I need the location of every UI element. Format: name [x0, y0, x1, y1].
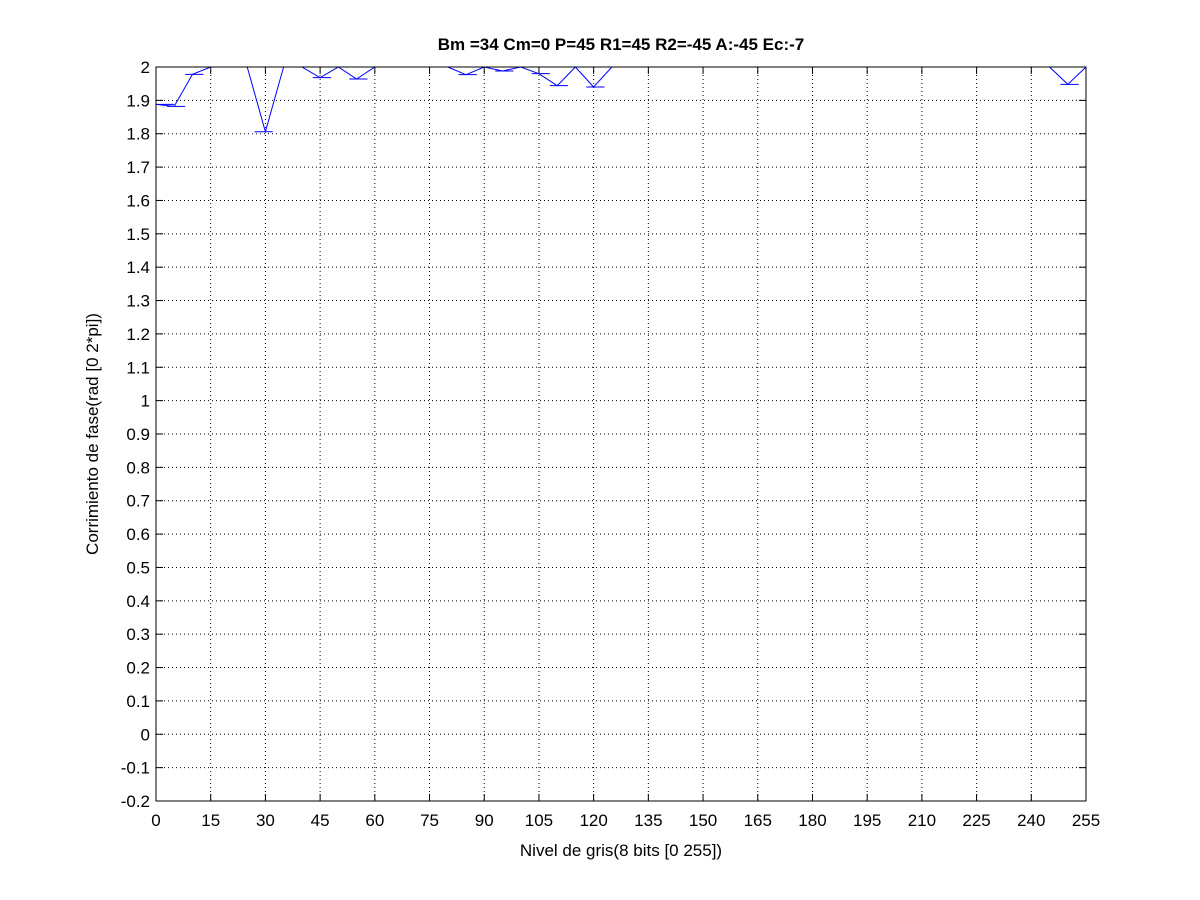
- y-tick-label: 0.7: [126, 492, 150, 511]
- y-tick-label: 1.3: [126, 292, 150, 311]
- x-tick-label: 90: [475, 811, 494, 830]
- y-tick-labels: -0.2 -0.1 0 0.1 0.2 0.3 0.4 0.5 0.6 0.7 0.8 0.9 1 1.1…: [121, 58, 150, 811]
- x-tick-labels: 0 15 30 45 60 75 90 105 120 135 150 165 180 195 210 225…: [151, 811, 1100, 830]
- x-tick-label: 150: [689, 811, 717, 830]
- axis-ticks: [155, 66, 1087, 802]
- y-tick-label: 1.9: [126, 91, 150, 110]
- y-tick-label: 0: [141, 725, 150, 744]
- y-tick-label: 1.6: [126, 191, 150, 210]
- x-tick-label: 180: [798, 811, 826, 830]
- y-tick-label: 1.7: [126, 158, 150, 177]
- x-tick-label: 75: [420, 811, 439, 830]
- x-tick-label: 165: [744, 811, 772, 830]
- y-tick-label: 1.2: [126, 325, 150, 344]
- y-tick-label: 0.9: [126, 425, 150, 444]
- x-tick-label: 210: [908, 811, 936, 830]
- x-tick-label: 45: [311, 811, 330, 830]
- y-tick-label: 0.1: [126, 692, 150, 711]
- y-tick-label: 1.5: [126, 225, 150, 244]
- x-tick-label: 195: [853, 811, 881, 830]
- x-tick-label: 60: [365, 811, 384, 830]
- chart-title: Bm =34 Cm=0 P=45 R1=45 R2=-45 A:-45 Ec:-…: [438, 35, 805, 54]
- y-tick-label: 0.8: [126, 458, 150, 477]
- x-tick-label: 105: [525, 811, 553, 830]
- grid-lines: [156, 67, 1086, 801]
- x-tick-label: 135: [634, 811, 662, 830]
- y-tick-label: -0.2: [121, 792, 150, 811]
- x-axis-title: Nivel de gris(8 bits [0 255]): [520, 841, 722, 860]
- x-tick-label: 240: [1017, 811, 1045, 830]
- y-tick-label: 2: [141, 58, 150, 77]
- x-tick-label: 30: [256, 811, 275, 830]
- x-tick-label: 225: [962, 811, 990, 830]
- x-tick-label: 15: [201, 811, 220, 830]
- y-tick-label: 1.4: [126, 258, 150, 277]
- y-tick-label: 0.6: [126, 525, 150, 544]
- y-tick-label: 0.4: [126, 592, 150, 611]
- x-tick-label: 255: [1072, 811, 1100, 830]
- y-tick-label: 0.5: [126, 558, 150, 577]
- y-tick-label: 1.1: [126, 358, 150, 377]
- y-axis-title: Corrimiento de fase(rad [0 2*pi]): [83, 313, 102, 555]
- y-tick-label: -0.1: [121, 759, 150, 778]
- y-tick-label: 1.8: [126, 125, 150, 144]
- x-tick-label: 120: [579, 811, 607, 830]
- y-tick-label: 0.3: [126, 625, 150, 644]
- x-tick-label: 0: [151, 811, 160, 830]
- y-tick-label: 1: [141, 392, 150, 411]
- y-tick-label: 0.2: [126, 659, 150, 678]
